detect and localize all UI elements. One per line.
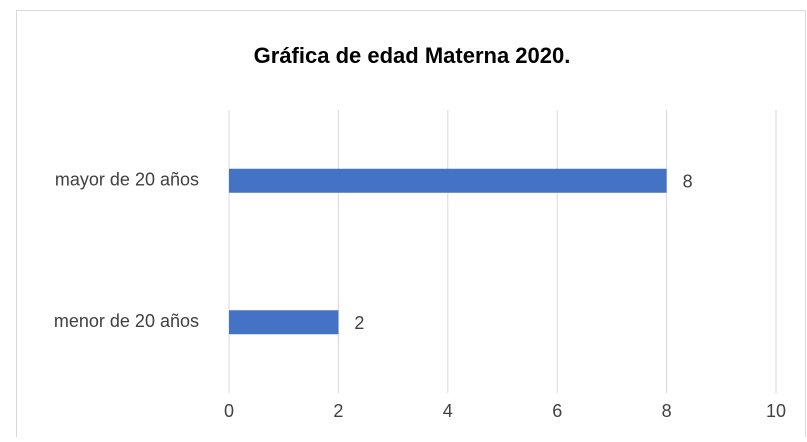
x-tick-label: 0 [224, 401, 234, 421]
y-tick-label: mayor de 20 años [55, 170, 199, 190]
chart-border [16, 10, 806, 442]
chart-title: Gráfica de edad Materna 2020. [254, 43, 571, 68]
data-label: 8 [683, 172, 693, 192]
x-tick-label: 8 [662, 401, 672, 421]
x-tick-label: 10 [766, 401, 786, 421]
y-tick-label: menor de 20 años [54, 311, 199, 331]
data-label: 2 [354, 313, 364, 333]
bar [229, 310, 339, 335]
bar [229, 168, 667, 193]
x-tick-label: 2 [333, 401, 343, 421]
x-tick-label: 6 [552, 401, 562, 421]
x-tick-label: 4 [443, 401, 453, 421]
